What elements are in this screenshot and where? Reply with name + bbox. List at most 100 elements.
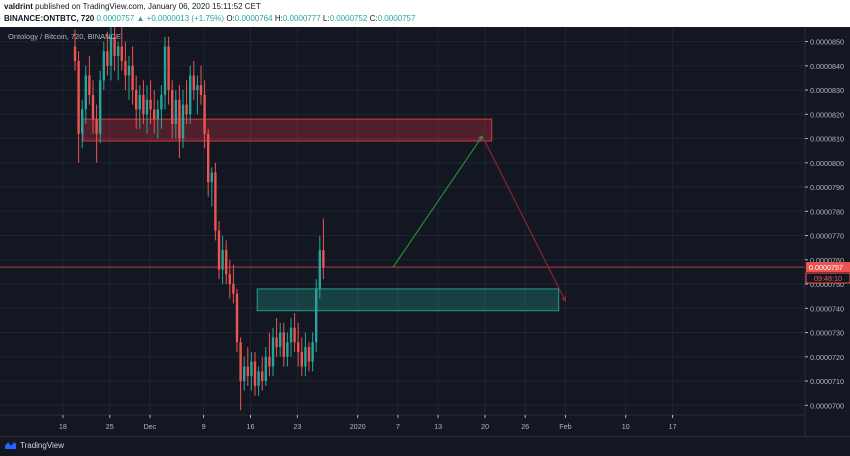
candle-body	[293, 327, 296, 343]
time-tick-label: 9	[202, 422, 206, 431]
price-axis[interactable]: 0.0000850 0.0000840 0.0000830 0.0000820 0.00…	[804, 27, 850, 436]
candle	[84, 65, 87, 124]
candle	[189, 65, 192, 124]
price-tick-label: 0.0000830	[810, 86, 844, 95]
price-tick-label: 0.0000840	[810, 62, 844, 71]
time-axis[interactable]: 18 25 Dec 9 16 23 2020 7 13 20 26 Feb 10 17	[0, 414, 805, 431]
candle-body	[99, 80, 102, 134]
candle-body	[225, 250, 228, 275]
candle-body	[203, 94, 206, 134]
time-tick-label: 7	[396, 422, 400, 431]
candle	[228, 259, 231, 299]
projection-down-line[interactable]	[481, 135, 566, 302]
candle	[199, 65, 203, 105]
candle	[264, 347, 267, 386]
projection-arrowhead-up	[478, 135, 484, 141]
candle	[178, 85, 181, 158]
time-tick-label: 2020	[350, 422, 366, 431]
candle	[149, 80, 152, 124]
candle	[250, 351, 253, 391]
candle-body	[297, 342, 300, 352]
countdown-label: 09:48:10	[814, 274, 842, 283]
price-tick-label: 0.0000740	[810, 304, 844, 313]
candle-body	[250, 361, 253, 377]
candle-body	[196, 85, 199, 91]
candle-body	[106, 51, 109, 66]
candle	[253, 351, 257, 396]
price-tick-label: 0.0000790	[810, 183, 844, 192]
price-tick-label: 0.0000720	[810, 353, 844, 362]
candle	[142, 80, 145, 124]
time-tick-label: Feb	[559, 422, 571, 431]
publisher-name[interactable]: valdrint	[4, 2, 33, 11]
resistance-zone[interactable]	[82, 118, 493, 142]
candle-body	[181, 104, 185, 139]
time-tick-label: 16	[247, 422, 255, 431]
countdown-tag	[805, 272, 850, 284]
candle	[77, 51, 80, 163]
projection-up-line[interactable]	[392, 135, 483, 268]
candle	[91, 80, 95, 134]
candles	[73, 27, 325, 411]
price-tick-label: 0.0000760	[810, 256, 844, 265]
candle-body	[279, 332, 282, 348]
candle-body	[232, 284, 235, 294]
candle	[181, 90, 185, 149]
candle	[167, 36, 170, 105]
chart-footer: TradingView	[0, 436, 850, 456]
tradingview-logo-icon	[5, 442, 16, 449]
candle-body	[91, 94, 95, 120]
candle-body	[84, 75, 87, 110]
candle	[293, 313, 296, 352]
candle-body	[113, 36, 116, 57]
price-zones	[0, 118, 805, 312]
last-price-tag-label: 0.0000757	[809, 263, 843, 272]
price-tick-label: 0.0000800	[810, 159, 844, 168]
candle	[156, 99, 159, 139]
candle-body	[199, 85, 203, 95]
time-tick-label: 13	[434, 422, 442, 431]
candle-body	[127, 65, 131, 76]
candle-body	[167, 46, 170, 91]
time-tick-label: 18	[59, 422, 67, 431]
candle-body	[131, 65, 134, 91]
candle-body	[81, 109, 84, 134]
symbol-label: BINANCE:ONTBTC, 720	[4, 14, 95, 23]
candle-body	[185, 104, 188, 115]
candle	[102, 41, 105, 91]
candle	[271, 327, 275, 377]
candle-body	[243, 366, 246, 382]
candle	[127, 56, 131, 100]
candle	[275, 318, 278, 357]
candle	[138, 85, 141, 129]
low-label: L:	[322, 14, 330, 23]
candle	[243, 356, 246, 391]
publish-header: valdrint published on TradingView.com, J…	[0, 0, 850, 27]
candle-body	[261, 371, 264, 382]
candle	[246, 347, 249, 386]
candle	[153, 90, 156, 134]
candle	[88, 56, 91, 105]
candle	[117, 41, 120, 81]
candle	[120, 27, 123, 71]
candle-body	[282, 332, 285, 357]
price-tick-label: 0.0000850	[810, 38, 844, 47]
price-tick-label: 0.0000770	[810, 232, 844, 241]
candle	[318, 235, 321, 299]
low-value: 0.0000752	[329, 14, 368, 23]
candle-body	[77, 60, 80, 134]
candle-body	[102, 51, 105, 81]
publish-line: valdrint published on TradingView.com, J…	[4, 2, 261, 11]
candle	[282, 322, 285, 367]
candle	[160, 85, 163, 129]
price-chart[interactable]: 0.0000850 0.0000840 0.0000830 0.0000820 0.00…	[0, 0, 850, 436]
close-label: C:	[369, 14, 378, 23]
candle	[192, 60, 195, 100]
candle	[95, 104, 98, 163]
candle-body	[153, 109, 156, 120]
candle	[203, 80, 206, 149]
candle-body	[300, 351, 303, 367]
support-zone[interactable]	[256, 288, 560, 312]
candle-body	[171, 90, 174, 124]
candle	[315, 279, 318, 352]
